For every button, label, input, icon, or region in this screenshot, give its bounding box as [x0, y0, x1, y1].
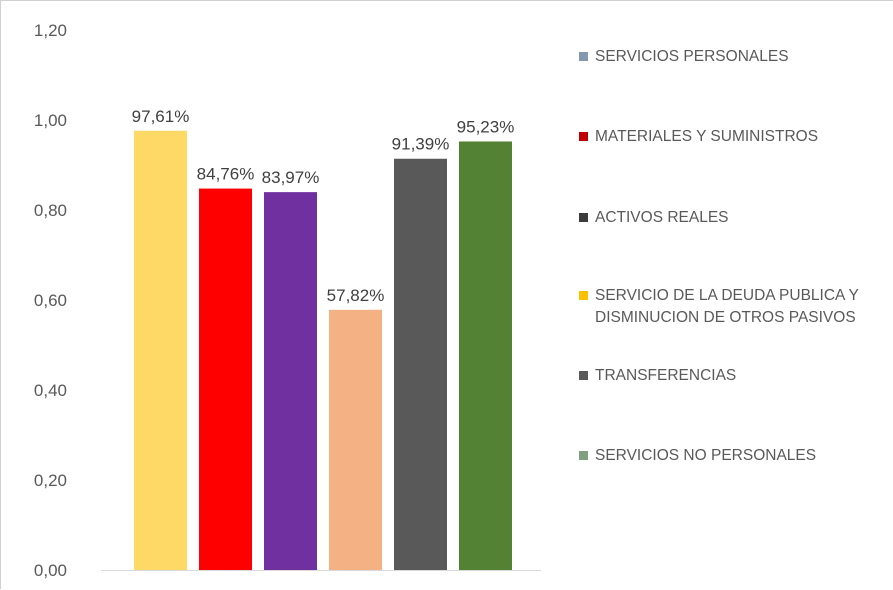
bar-servicios-personales	[134, 130, 187, 570]
data-label-servicio-de-la-deuda-publica-y-disminucion-de-otros-pasivos: 57,82%	[327, 286, 385, 305]
legend-swatch	[579, 213, 588, 222]
y-tick-label: 1,20	[34, 21, 67, 40]
data-labels-group: 97,61% 84,76% 83,97% 57,82% 91,39% 95,23%	[132, 107, 515, 305]
legend-item-materiales-y-suministros: MATERIALES Y SUMINISTROS	[579, 126, 865, 148]
y-axis-tick-labels: 0,00 0,20 0,40 0,60 0,80 1,00 1,20	[34, 21, 67, 580]
legend-label: SERVICIOS NO PERSONALES	[595, 447, 817, 464]
legend-item-transferencias: TRANSFERENCIAS	[579, 365, 865, 387]
y-tick-label: 0,00	[34, 561, 67, 580]
data-label-activos-reales: 83,97%	[262, 168, 320, 187]
data-label-servicios-personales: 97,61%	[132, 107, 190, 126]
legend-label: TRANSFERENCIAS	[595, 367, 737, 384]
data-label-servicios-no-personales: 95,23%	[457, 117, 515, 136]
bar-transferencias	[394, 158, 447, 570]
y-tick-label: 1,00	[34, 111, 67, 130]
legend-label: SERVICIOS PERSONALES	[595, 48, 789, 65]
bar-servicios-no-personales	[459, 141, 512, 570]
y-tick-label: 0,60	[34, 291, 67, 310]
y-tick-label: 0,20	[34, 471, 67, 490]
bar-materiales-y-suministros	[199, 188, 252, 570]
y-tick-label: 0,40	[34, 381, 67, 400]
legend-label: ACTIVOS REALES	[595, 209, 729, 226]
data-label-transferencias: 91,39%	[392, 135, 450, 154]
bar-activos-reales	[264, 192, 317, 570]
legend-label: SERVICIO DE LA DEUDA PUBLICA Y DISMINUCI…	[595, 287, 859, 326]
legend-swatch	[579, 52, 588, 61]
bar-servicio-de-la-deuda-publica-y-disminucion-de-otros-pasivos	[329, 309, 382, 570]
y-tick-label: 0,80	[34, 201, 67, 220]
legend-swatch	[579, 291, 588, 300]
legend-item-servicios-no-personales: SERVICIOS NO PERSONALES	[579, 445, 865, 467]
bars-group	[134, 130, 512, 570]
legend-item-servicio-de-la-deuda: SERVICIO DE LA DEUDA PUBLICA Y DISMINUCI…	[579, 285, 865, 329]
legend-item-activos-reales: ACTIVOS REALES	[579, 207, 865, 229]
legend-swatch	[579, 371, 588, 380]
legend-item-servicios-personales: SERVICIOS PERSONALES	[579, 46, 865, 68]
data-label-materiales-y-suministros: 84,76%	[197, 165, 255, 184]
legend-label: MATERIALES Y SUMINISTROS	[595, 128, 819, 145]
legend-swatch	[579, 451, 588, 460]
legend-swatch	[579, 132, 588, 141]
